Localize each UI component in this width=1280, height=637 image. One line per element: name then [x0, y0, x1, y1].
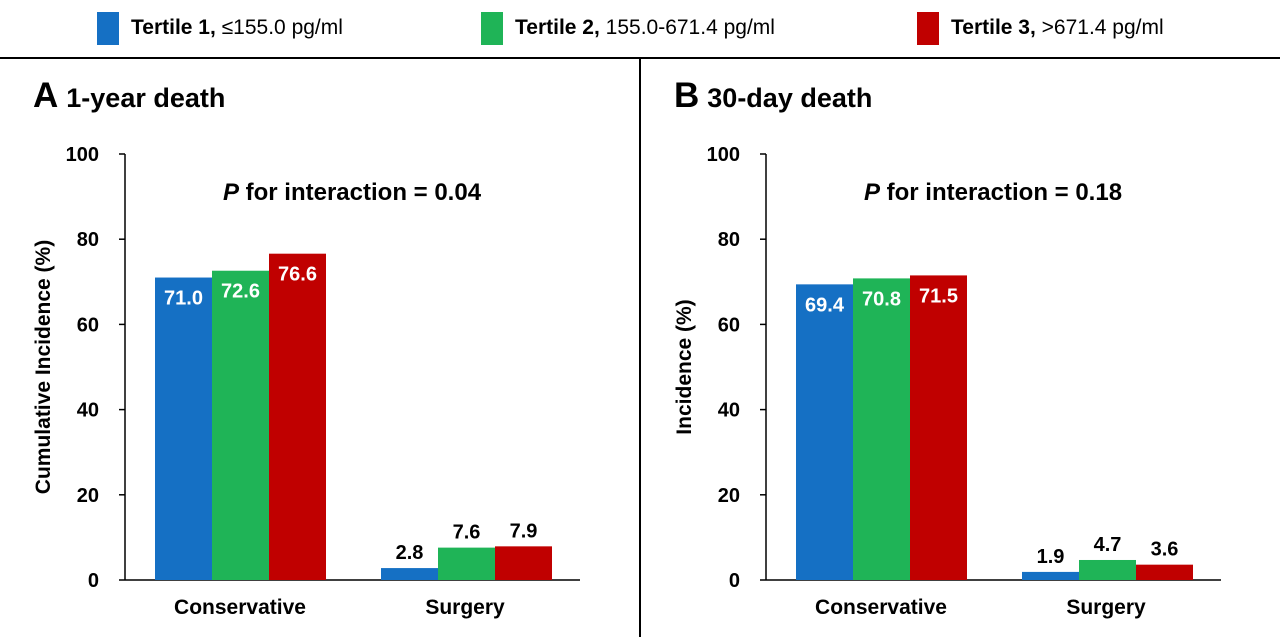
bar [381, 568, 438, 580]
y-tick-label: 40 [718, 400, 740, 422]
y-tick-label: 60 [718, 314, 740, 336]
panel-title: A 1-year death [33, 76, 225, 115]
annotation-text: for interaction = 0.18 [880, 179, 1122, 206]
y-tick-label: 100 [66, 144, 99, 166]
bar [212, 270, 269, 580]
legend-swatch-tertile-1 [97, 11, 119, 45]
interaction-annotation: P for interaction = 0.04 [223, 179, 482, 206]
y-tick-label: 20 [77, 485, 99, 507]
legend-swatch-tertile-3 [917, 11, 939, 45]
y-tick-label: 0 [729, 570, 740, 592]
x-tick-label: Conservative [815, 596, 947, 619]
bar [495, 546, 552, 580]
y-tick-label: 20 [718, 485, 740, 507]
data-label: 72.6 [221, 281, 260, 303]
panel-letter: A [33, 76, 58, 115]
y-tick-label: 80 [77, 229, 99, 251]
y-tick-label: 60 [77, 314, 99, 336]
chart-panel-a: A 1-year death P for interaction = 0.04 Cum… [32, 76, 580, 619]
data-label: 76.6 [278, 264, 317, 286]
data-label: 70.8 [862, 288, 901, 310]
x-tick-label: Surgery [1066, 596, 1146, 619]
x-tick-label: Conservative [174, 596, 306, 619]
y-axis-label: Incidence (%) [673, 299, 696, 434]
legend-item-tertile-3: Tertile 3, >671.4 pg/ml [917, 10, 1164, 46]
data-label: 71.0 [164, 288, 203, 310]
y-tick-label: 80 [718, 229, 740, 251]
data-label: 71.5 [919, 285, 958, 307]
legend: Tertile 1, ≤155.0 pg/ml Tertile 2, 155.0… [0, 0, 1280, 58]
legend-label-tertile-3: Tertile 3, >671.4 pg/ml [951, 16, 1164, 39]
data-label: 3.6 [1151, 539, 1179, 561]
panel-title-text: 1-year death [66, 83, 225, 113]
bar [853, 278, 910, 580]
data-label: 69.4 [805, 294, 845, 316]
y-axis-label: Cumulative Incidence (%) [32, 240, 55, 494]
data-label: 4.7 [1094, 534, 1122, 556]
interaction-annotation: P for interaction = 0.18 [864, 179, 1122, 206]
bar [796, 284, 853, 580]
panel-title-text: 30-day death [707, 83, 872, 113]
legend-label-tertile-1: Tertile 1, ≤155.0 pg/ml [131, 16, 343, 39]
legend-swatch-tertile-2 [481, 11, 503, 45]
data-label: 7.9 [510, 520, 538, 542]
annotation-p: P [223, 179, 240, 206]
bar [910, 275, 967, 580]
annotation-text: for interaction = 0.04 [239, 179, 482, 206]
bar [155, 277, 212, 580]
chart-panel-b: B 30-day death P for interaction = 0.18 Inc… [673, 76, 1221, 619]
x-tick-label: Surgery [425, 596, 505, 619]
y-tick-label: 40 [77, 400, 99, 422]
bar [269, 253, 326, 580]
y-tick-label: 100 [707, 144, 740, 166]
legend-item-tertile-1: Tertile 1, ≤155.0 pg/ml [97, 10, 343, 46]
data-label: 2.8 [396, 542, 424, 564]
annotation-p: P [864, 179, 881, 206]
data-label: 7.6 [453, 522, 481, 544]
bar [1136, 564, 1193, 580]
bar [1079, 559, 1136, 580]
bar [438, 547, 495, 580]
panel-divider [639, 58, 641, 637]
y-tick-label: 0 [88, 570, 99, 592]
data-label: 1.9 [1037, 546, 1065, 568]
panel-letter: B [674, 76, 699, 115]
legend-label-tertile-2: Tertile 2, 155.0-671.4 pg/ml [515, 16, 775, 39]
bar [1022, 571, 1079, 580]
panel-title: B 30-day death [674, 76, 872, 115]
legend-item-tertile-2: Tertile 2, 155.0-671.4 pg/ml [481, 10, 775, 46]
